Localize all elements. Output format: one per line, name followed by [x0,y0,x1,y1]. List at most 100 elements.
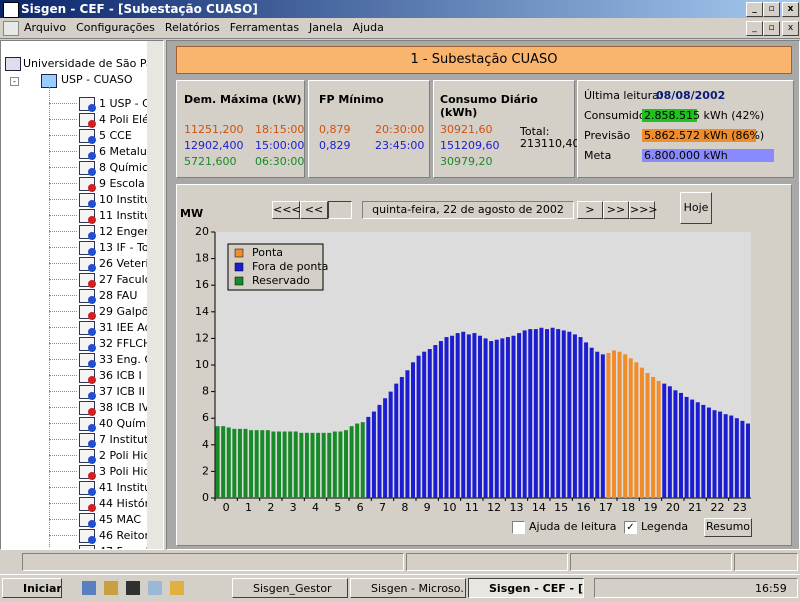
menu-item[interactable]: Configurações [76,21,155,34]
node-icon [79,97,96,112]
bar [427,349,432,498]
menu-item[interactable]: Ajuda [352,21,384,34]
nav-forward-button[interactable]: >> [603,201,629,219]
tree-branch [49,375,77,376]
menu-item[interactable]: Ferramentas [229,21,300,34]
status-field [406,553,568,571]
bar [399,376,404,498]
y-tick-label: 6 [202,411,209,424]
clock: 16:59 [755,582,787,595]
legend-checkbox[interactable]: ✓ [624,521,637,534]
child-restore[interactable]: ▫ [763,21,780,36]
bar [422,351,427,498]
tree-root[interactable]: Universidade de São Paulo [23,57,164,70]
tree-item[interactable]: 28 FAU [99,289,138,302]
power-factor-box: FP Mínimo 0,879 20:30:00 0,829 23:45:00 [308,80,430,178]
tree-branch [49,231,77,232]
bar [651,376,656,498]
bar [695,402,700,498]
menu-item[interactable]: Janela [309,21,343,34]
bar [472,333,477,498]
menu-item[interactable]: Relatórios [164,21,220,34]
minimize-button[interactable]: _ [746,2,763,17]
fp-value: 0,879 [319,123,351,136]
reading-box: Última leitura: 08/08/2002 Consumido 2.85… [577,80,794,178]
node-status [88,440,96,448]
tree-branch [49,519,77,520]
bar [505,337,510,498]
bar [539,327,544,498]
today-button[interactable]: Hoje [680,192,712,224]
nav-forward-button[interactable]: > [577,201,603,219]
nav-forward-button[interactable]: >>> [629,201,658,219]
tree-item[interactable]: 37 ICB II [99,385,145,398]
nav-back-button[interactable]: <<< [272,201,301,219]
bar [321,432,326,498]
bar [215,426,220,498]
tree-item[interactable]: 38 ICB IV [99,401,150,414]
tree-item[interactable]: 47 Farmácia [99,545,163,549]
child-close[interactable]: x [782,21,799,36]
tree-item[interactable]: 45 MAC [99,513,141,526]
menu-item[interactable]: Arquivo [24,21,67,34]
start-button[interactable]: Iniciar [2,578,62,598]
x-tick-label: 20 [666,501,680,514]
help-label[interactable]: Ajuda de leitura [529,520,617,533]
bar [684,396,689,498]
bar [645,372,650,498]
nav-current-button[interactable] [328,201,352,219]
x-tick-label: 1 [245,501,252,514]
node-icon [79,305,96,320]
bar [517,333,522,498]
total-value: 213110,40 [520,137,580,150]
x-tick-label: 7 [379,501,386,514]
bar [282,431,287,498]
bar [623,354,628,498]
y-tick-label: 8 [202,385,209,398]
child-minimize[interactable]: _ [746,21,763,36]
reading-row-label: Consumido [584,109,646,122]
tree-item[interactable]: 36 ICB I [99,369,142,382]
bar [260,430,265,498]
date-field: quinta-feira, 22 de agosto de 2002 [362,201,574,219]
tree-branch [49,535,77,536]
legend-swatch [234,262,244,272]
tree-group[interactable]: USP - CUASO [61,73,133,86]
bar [545,329,549,498]
x-tick-label: 8 [401,501,408,514]
consumption-value: 30979,20 [440,155,493,168]
bar [572,334,577,498]
tree-item[interactable]: 9 Escola de [99,177,162,190]
bar [371,411,376,498]
bar [433,345,438,498]
summary-button[interactable]: Resumo [704,518,752,537]
bar [455,333,460,498]
legend-option-label[interactable]: Legenda [641,520,689,533]
fp-time: 23:45:00 [375,139,425,152]
tree-item[interactable]: 5 CCE [99,129,132,142]
tree-branch [49,279,77,280]
close-button[interactable]: x [782,2,799,17]
task-button[interactable]: Sisgen - CEF - [... [468,578,584,598]
bar [734,418,739,498]
node-status [88,312,96,320]
node-status [88,328,96,336]
panel-header: 1 - Subestação CUASO [176,46,792,74]
maximize-button[interactable]: ▫ [763,2,780,17]
x-tick-label: 21 [688,501,702,514]
help-checkbox[interactable] [512,521,525,534]
task-button[interactable]: Sisgen - Microso... [350,578,466,598]
task-button[interactable]: Sisgen_Gestor [232,578,348,598]
node-status [88,216,96,224]
tree-branch [49,327,77,328]
nav-back-button[interactable]: << [300,201,328,219]
x-tick-label: 17 [599,501,613,514]
bar [466,334,471,498]
y-tick-label: 0 [202,491,209,504]
tree-scrollbar [147,41,163,549]
bar [366,416,371,498]
tree-branch [49,103,77,104]
total-label: Total: [520,125,550,138]
collapse-toggle[interactable]: - [10,77,19,86]
